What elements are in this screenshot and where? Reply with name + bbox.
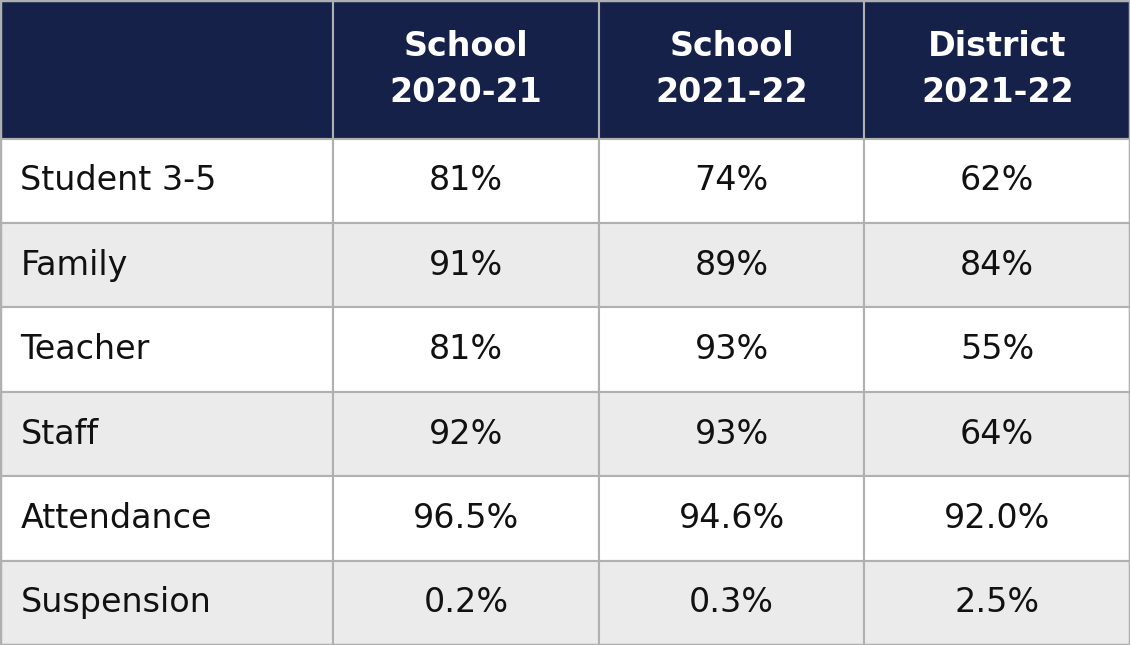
Bar (599, 476, 864, 561)
Text: 62%: 62% (960, 164, 1034, 197)
Text: Staff: Staff (20, 417, 98, 450)
Bar (333, 476, 599, 561)
Bar (0, 0, 333, 139)
Text: 64%: 64% (960, 417, 1034, 450)
Bar (599, 139, 864, 223)
Text: 92.0%: 92.0% (944, 502, 1051, 535)
Bar (864, 0, 1130, 139)
Bar (599, 561, 864, 645)
Text: 93%: 93% (695, 333, 768, 366)
Text: School
2021-22: School 2021-22 (655, 30, 808, 109)
Text: Suspension: Suspension (20, 586, 211, 619)
Bar (599, 0, 864, 139)
Bar (0, 476, 333, 561)
Bar (333, 561, 599, 645)
Bar (599, 223, 864, 308)
Bar (864, 392, 1130, 476)
Bar (864, 561, 1130, 645)
Bar (333, 139, 599, 223)
Bar (0, 561, 333, 645)
Text: 55%: 55% (960, 333, 1034, 366)
Text: Family: Family (20, 249, 128, 282)
Bar (0, 139, 333, 223)
Bar (864, 139, 1130, 223)
Bar (333, 392, 599, 476)
Text: Teacher: Teacher (20, 333, 149, 366)
Text: 93%: 93% (695, 417, 768, 450)
Bar (864, 476, 1130, 561)
Text: 81%: 81% (429, 333, 503, 366)
Bar (599, 392, 864, 476)
Text: 0.2%: 0.2% (424, 586, 508, 619)
Text: District
2021-22: District 2021-22 (921, 30, 1074, 109)
Bar (0, 308, 333, 392)
Bar (0, 392, 333, 476)
Text: 91%: 91% (429, 249, 503, 282)
Text: 84%: 84% (960, 249, 1034, 282)
Bar (333, 308, 599, 392)
Text: 94.6%: 94.6% (678, 502, 785, 535)
Text: 96.5%: 96.5% (412, 502, 520, 535)
Text: 74%: 74% (695, 164, 768, 197)
Bar (333, 223, 599, 308)
Text: School
2020-21: School 2020-21 (390, 30, 542, 109)
Text: Student 3-5: Student 3-5 (20, 164, 217, 197)
Bar (599, 308, 864, 392)
Text: 2.5%: 2.5% (955, 586, 1040, 619)
Text: Attendance: Attendance (20, 502, 211, 535)
Bar (0, 223, 333, 308)
Text: 92%: 92% (429, 417, 503, 450)
Bar (864, 308, 1130, 392)
Text: 81%: 81% (429, 164, 503, 197)
Bar (864, 223, 1130, 308)
Text: 0.3%: 0.3% (689, 586, 774, 619)
Bar (333, 0, 599, 139)
Text: 89%: 89% (695, 249, 768, 282)
